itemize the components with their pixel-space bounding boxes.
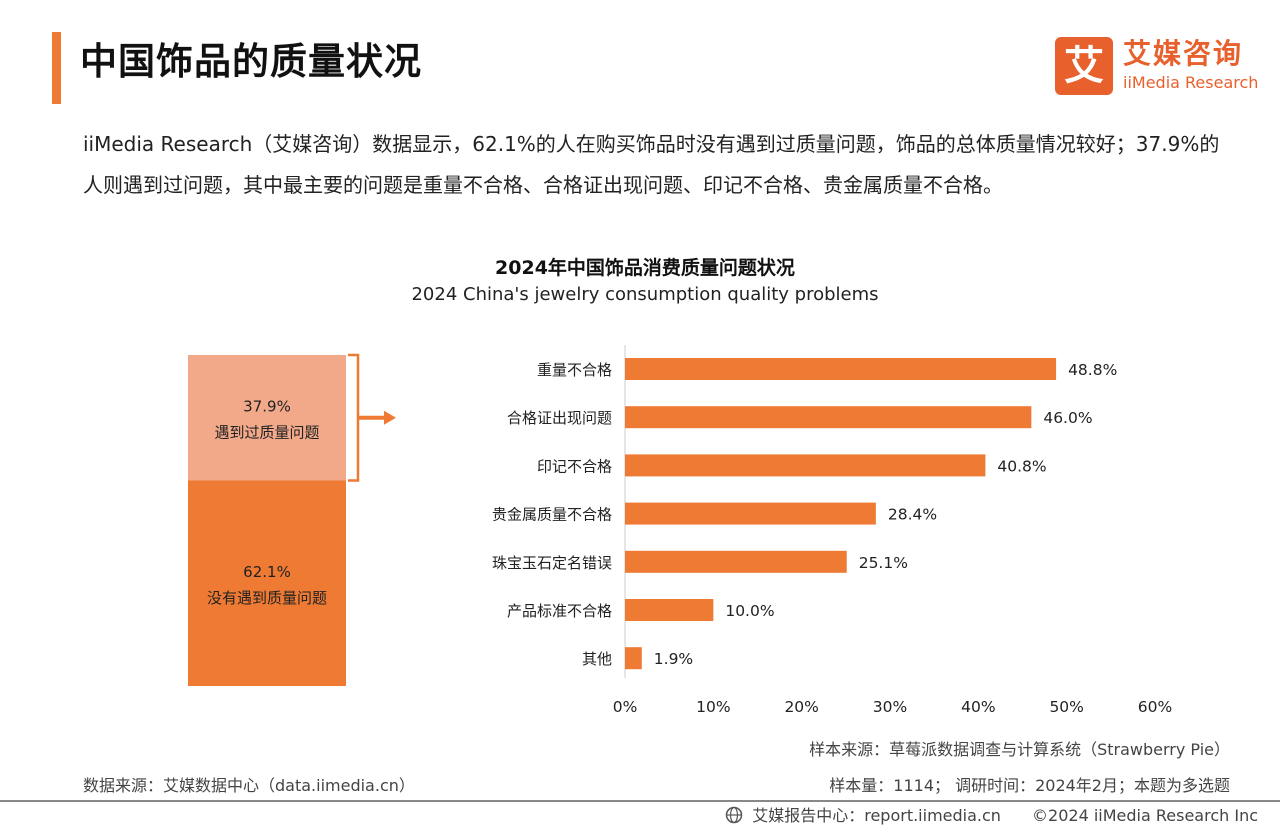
stack-value-label: 62.1% bbox=[243, 563, 291, 581]
copyright: ©2024 iiMedia Research Inc bbox=[1032, 806, 1258, 825]
data-label: 40.8% bbox=[997, 457, 1046, 475]
category-label: 珠宝玉石定名错误 bbox=[492, 554, 612, 572]
stack-value-label: 37.9% bbox=[243, 398, 291, 416]
category-label: 产品标准不合格 bbox=[507, 602, 612, 620]
x-tick-label: 60% bbox=[1138, 698, 1172, 716]
chart-subtitle: 2024 China's jewelry consumption quality… bbox=[411, 284, 879, 305]
logo-mark: 艾 bbox=[1055, 37, 1113, 95]
chart-title: 2024年中国饰品消费质量问题状况 bbox=[495, 257, 795, 279]
title-accent-bar bbox=[52, 32, 61, 104]
x-tick-label: 30% bbox=[873, 698, 907, 716]
report-center-link[interactable]: 艾媒报告中心：report.iimedia.cn bbox=[752, 806, 1001, 825]
data-label: 28.4% bbox=[888, 506, 937, 524]
data-label: 48.8% bbox=[1068, 361, 1117, 379]
arrow-head bbox=[384, 410, 396, 425]
footer-divider bbox=[0, 800, 1280, 802]
bar bbox=[625, 454, 986, 477]
bar bbox=[625, 358, 1057, 380]
stack-category-label: 没有遇到质量问题 bbox=[207, 589, 327, 607]
bar bbox=[625, 599, 714, 621]
category-label: 贵金属质量不合格 bbox=[492, 506, 612, 524]
stack-category-label: 遇到过质量问题 bbox=[214, 424, 319, 442]
sample-info: 样本量：1114； 调研时间：2024年2月；本题为多选题 bbox=[829, 776, 1230, 795]
data-label: 10.0% bbox=[725, 602, 774, 620]
intro-paragraph: iiMedia Research（艾媒咨询）数据显示，62.1%的人在购买饰品时… bbox=[83, 132, 1220, 197]
category-label: 印记不合格 bbox=[537, 457, 612, 475]
x-tick-label: 50% bbox=[1049, 698, 1083, 716]
x-tick-label: 20% bbox=[784, 698, 818, 716]
bar bbox=[625, 550, 847, 573]
data-label: 46.0% bbox=[1043, 409, 1092, 427]
x-tick-label: 40% bbox=[961, 698, 995, 716]
data-source: 数据来源：艾媒数据中心（data.iimedia.cn） bbox=[83, 776, 415, 795]
stack-segment bbox=[188, 480, 346, 686]
x-tick-label: 0% bbox=[613, 698, 638, 716]
logo-en-text: iiMedia Research bbox=[1123, 73, 1259, 92]
category-label: 重量不合格 bbox=[537, 361, 612, 379]
bar bbox=[625, 406, 1032, 429]
logo: 艾 艾媒咨询 iiMedia Research bbox=[1055, 37, 1260, 99]
category-label: 其他 bbox=[582, 650, 612, 668]
footer: 艾媒报告中心：report.iimedia.cn ©2024 iiMedia R… bbox=[725, 804, 1258, 828]
stack-segment bbox=[188, 355, 346, 481]
page-title: 中国饰品的质量状况 bbox=[80, 40, 422, 83]
sample-source: 样本来源：草莓派数据调查与计算系统（Strawberry Pie） bbox=[809, 740, 1230, 759]
globe-icon bbox=[725, 806, 743, 824]
x-tick-label: 10% bbox=[696, 698, 730, 716]
data-label: 1.9% bbox=[654, 650, 693, 668]
bar bbox=[625, 502, 876, 525]
category-label: 合格证出现问题 bbox=[507, 409, 612, 427]
logo-cn-text: 艾媒咨询 bbox=[1123, 37, 1244, 70]
bracket bbox=[348, 353, 360, 482]
data-label: 25.1% bbox=[859, 554, 908, 572]
bar bbox=[625, 647, 642, 670]
